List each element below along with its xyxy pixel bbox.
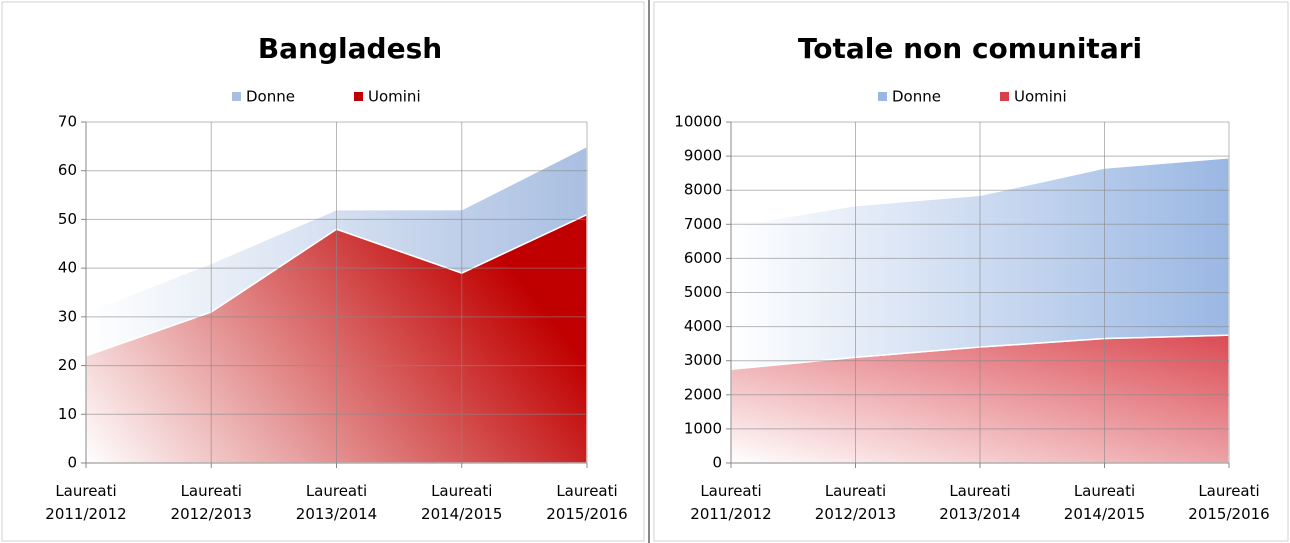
x-tick-label: Laureati 2014/2015 xyxy=(421,482,503,523)
x-tick-label: Laureati 2012/2013 xyxy=(170,482,252,523)
chart-title: Totale non comunitari xyxy=(798,32,1142,65)
y-tick-label: 6000 xyxy=(684,249,722,267)
x-tick-label: Laureati 2011/2012 xyxy=(690,482,772,523)
y-tick-label: 2000 xyxy=(684,385,722,403)
y-tick-label: 0 xyxy=(712,454,722,472)
x-tick-label: Laureati 2013/2014 xyxy=(295,482,378,523)
x-tick-label: Laureati 2015/2016 xyxy=(546,482,628,523)
panel-border xyxy=(1,1,645,542)
legend-swatch xyxy=(354,92,363,101)
legend-swatch xyxy=(878,92,887,101)
panel-border xyxy=(653,1,1289,542)
y-tick-label: 9000 xyxy=(684,147,722,165)
y-tick-label: 1000 xyxy=(684,419,722,437)
legend-swatch xyxy=(1000,92,1009,101)
y-tick-label: 5000 xyxy=(684,283,722,301)
y-tick-label: 0 xyxy=(67,454,77,472)
legend-swatch xyxy=(232,92,241,101)
y-tick-label: 3000 xyxy=(684,351,722,369)
y-tick-label: 40 xyxy=(58,259,77,277)
x-tick-label: Laureati 2014/2015 xyxy=(1063,482,1146,523)
x-tick-label: Laureati 2012/2013 xyxy=(814,482,897,523)
y-tick-label: 4000 xyxy=(684,317,722,335)
x-tick-label: Laureati 2013/2014 xyxy=(939,482,1021,523)
y-tick-label: 30 xyxy=(58,307,77,325)
chart-title: Bangladesh xyxy=(258,32,442,65)
y-tick-label: 10 xyxy=(58,405,77,423)
legend-label: Uomini xyxy=(1014,88,1067,106)
legend-label: Donne xyxy=(892,88,941,106)
x-tick-label: Laureati 2015/2016 xyxy=(1188,482,1270,523)
legend-label: Uomini xyxy=(368,88,421,106)
y-tick-label: 7000 xyxy=(684,215,722,233)
y-tick-label: 10000 xyxy=(674,113,722,131)
x-tick-label: Laureati 2011/2012 xyxy=(45,482,127,523)
legend-label: Donne xyxy=(246,88,295,106)
y-tick-label: 70 xyxy=(58,113,77,131)
y-tick-label: 50 xyxy=(58,210,77,228)
y-tick-label: 8000 xyxy=(684,181,722,199)
y-tick-label: 60 xyxy=(58,161,77,179)
y-tick-label: 20 xyxy=(58,356,77,374)
